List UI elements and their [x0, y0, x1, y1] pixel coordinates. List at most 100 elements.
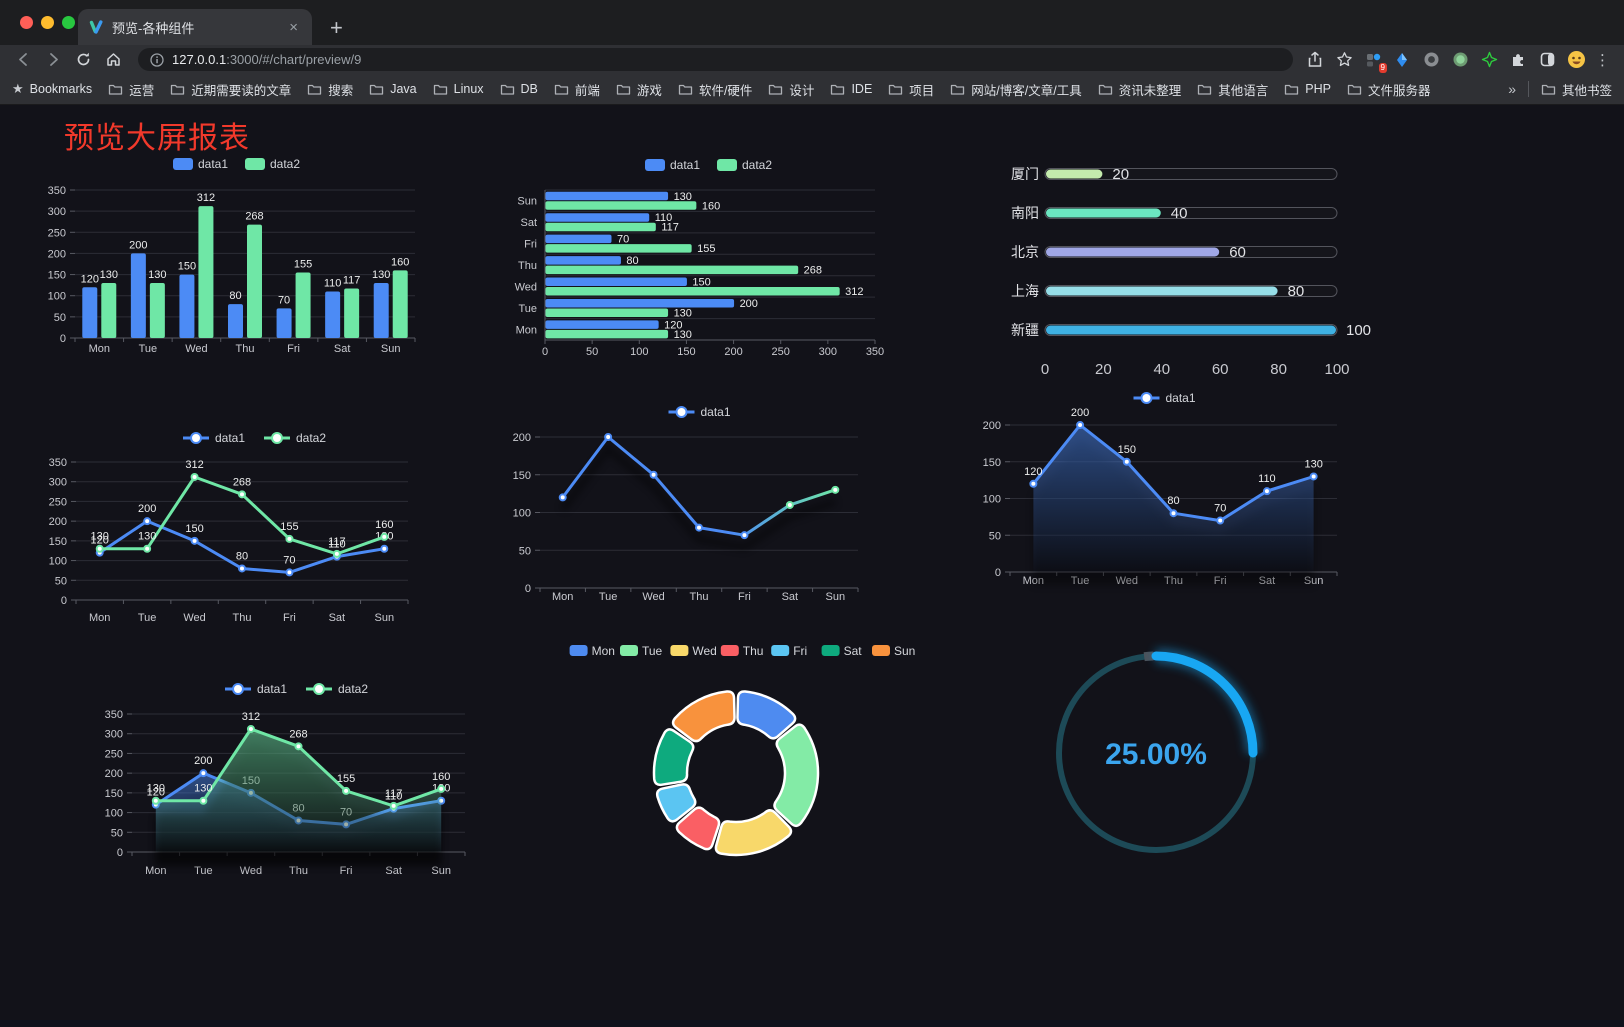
point-value-label: 110	[1258, 473, 1276, 485]
browser-menu-icon[interactable]: ⋮	[1595, 51, 1610, 69]
chart-text: 200	[724, 346, 742, 358]
point-value-label: 150	[185, 523, 203, 535]
bookmark-label: 设计	[789, 83, 815, 98]
address-bar[interactable]: 127.0.0.1:3000/#/chart/preview/9	[138, 48, 1293, 71]
chart-text: Fri	[287, 343, 300, 355]
extension-knob-icon[interactable]	[1421, 50, 1441, 70]
folder-icon	[500, 84, 514, 95]
bookmarks-overflow-icon[interactable]: »	[1508, 81, 1516, 97]
legend-item-Mon[interactable]: Mon	[569, 644, 615, 658]
close-window-button[interactable]	[20, 16, 33, 29]
bookmark-item[interactable]: IDE	[830, 80, 872, 99]
bookmark-item[interactable]: 资讯未整理	[1098, 80, 1181, 99]
new-tab-button[interactable]: +	[330, 15, 343, 40]
bookmark-item[interactable]: 项目	[888, 80, 934, 99]
bookmark-item[interactable]: 游戏	[616, 80, 662, 99]
reload-button[interactable]	[70, 48, 96, 72]
bar-data1	[325, 291, 341, 338]
legend-item-data1[interactable]: data1	[1133, 391, 1196, 405]
chart-text: 100	[105, 808, 123, 820]
bar-data1	[179, 274, 195, 338]
bookmark-item[interactable]: Java	[369, 80, 417, 99]
other-bookmarks-folder[interactable]: 其他书签	[1541, 80, 1612, 99]
folder-icon	[1198, 84, 1212, 95]
bar-data1	[276, 308, 292, 338]
donut-segment-Sat	[652, 728, 695, 787]
chart-text: 200	[105, 768, 123, 780]
bookmark-item[interactable]: 前端	[554, 80, 600, 99]
point-value-label: 80	[236, 550, 248, 562]
legend-item-data2[interactable]: data2	[306, 682, 368, 696]
legend-item-Tue[interactable]: Tue	[620, 644, 663, 658]
bookmark-item[interactable]: 运营	[108, 80, 154, 99]
bookmark-item[interactable]: 设计	[768, 80, 814, 99]
bookmark-item[interactable]: 搜索	[307, 80, 353, 99]
site-info-icon[interactable]	[150, 52, 164, 67]
legend-item-Sat[interactable]: Sat	[821, 644, 863, 658]
legend-item-data2[interactable]: data2	[245, 157, 300, 171]
legend-item-data1[interactable]: data1	[225, 682, 287, 696]
bookmark-item[interactable]: 其他语言	[1197, 80, 1268, 99]
chart-text: Thu	[690, 591, 709, 603]
extensions-puzzle-icon[interactable]	[1508, 50, 1528, 70]
browser-tab[interactable]: 预览-各种组件 ×	[78, 9, 312, 45]
profile-avatar[interactable]	[1566, 50, 1586, 70]
chart-text: 80	[1270, 361, 1287, 378]
point-value-label: 155	[280, 521, 298, 533]
chart-text: Tue	[194, 865, 213, 877]
legend-item-data1[interactable]: data1	[668, 405, 731, 419]
bookmarks-manager[interactable]: ★ Bookmarks	[12, 81, 92, 97]
chart-text: Fri	[524, 239, 537, 251]
data-point	[151, 796, 160, 805]
chart-text: Sun	[381, 343, 401, 355]
point-value-label: 130	[194, 783, 212, 795]
extension-green-dot-icon[interactable]	[1450, 50, 1470, 70]
minimize-window-button[interactable]	[41, 16, 54, 29]
extension-diamond-icon[interactable]	[1392, 50, 1412, 70]
legend-item-data2[interactable]: data2	[264, 431, 326, 445]
bookmark-item[interactable]: 文件服务器	[1347, 80, 1430, 99]
folder-icon	[171, 84, 185, 95]
legend-item-data1[interactable]: data1	[183, 431, 245, 445]
point-value-label: 312	[242, 711, 260, 723]
bar-value-label: 312	[845, 286, 863, 298]
bookmark-item[interactable]: 近期需要读的文章	[170, 80, 291, 99]
bar-data2	[101, 283, 117, 338]
bar-value-label: 150	[178, 261, 196, 273]
extension-star-icon[interactable]	[1479, 50, 1499, 70]
bookmark-star-icon[interactable]	[1334, 50, 1354, 70]
bookmark-item[interactable]: PHP	[1284, 80, 1331, 99]
legend-item-data1[interactable]: data1	[645, 158, 700, 172]
forward-button[interactable]	[40, 48, 66, 72]
tab-close-icon[interactable]: ×	[289, 18, 298, 36]
share-icon[interactable]	[1305, 50, 1325, 70]
home-button[interactable]	[100, 48, 126, 72]
other-bookmarks-label: 其他书签	[1561, 83, 1612, 98]
extension-grid-icon[interactable]: 9	[1363, 50, 1387, 73]
data-point	[238, 564, 246, 573]
legend-item-data2[interactable]: data2	[717, 158, 772, 172]
legend-item-Wed[interactable]: Wed	[670, 644, 717, 658]
bookmark-item[interactable]: DB	[500, 80, 538, 99]
progress-label: 新疆	[1011, 322, 1039, 338]
legend-item-Thu[interactable]: Thu	[720, 644, 764, 658]
data-point	[332, 549, 341, 558]
chart-text: Sun	[825, 591, 845, 603]
bar-data2	[295, 272, 311, 338]
bookmark-item[interactable]: Linux	[433, 80, 484, 99]
legend-item-Fri[interactable]: Fri	[771, 644, 807, 658]
area-data1	[1033, 425, 1314, 572]
bookmark-item[interactable]: 网站/博客/文章/工具	[950, 80, 1082, 99]
legend-item-Sun[interactable]: Sun	[872, 644, 915, 658]
bookmark-item[interactable]: 软件/硬件	[678, 80, 752, 99]
window-controls	[20, 16, 75, 29]
tab-search-icon[interactable]	[1537, 50, 1557, 70]
back-button[interactable]	[10, 48, 36, 72]
gauge-value: 25.00%	[1105, 738, 1207, 771]
chart-text: 0	[525, 583, 531, 595]
maximize-window-button[interactable]	[62, 16, 75, 29]
legend-item-data1[interactable]: data1	[173, 157, 228, 171]
bookmark-label: Linux	[453, 82, 484, 96]
progress-value: 100	[1346, 322, 1371, 339]
bar-value-label: 155	[697, 243, 715, 255]
